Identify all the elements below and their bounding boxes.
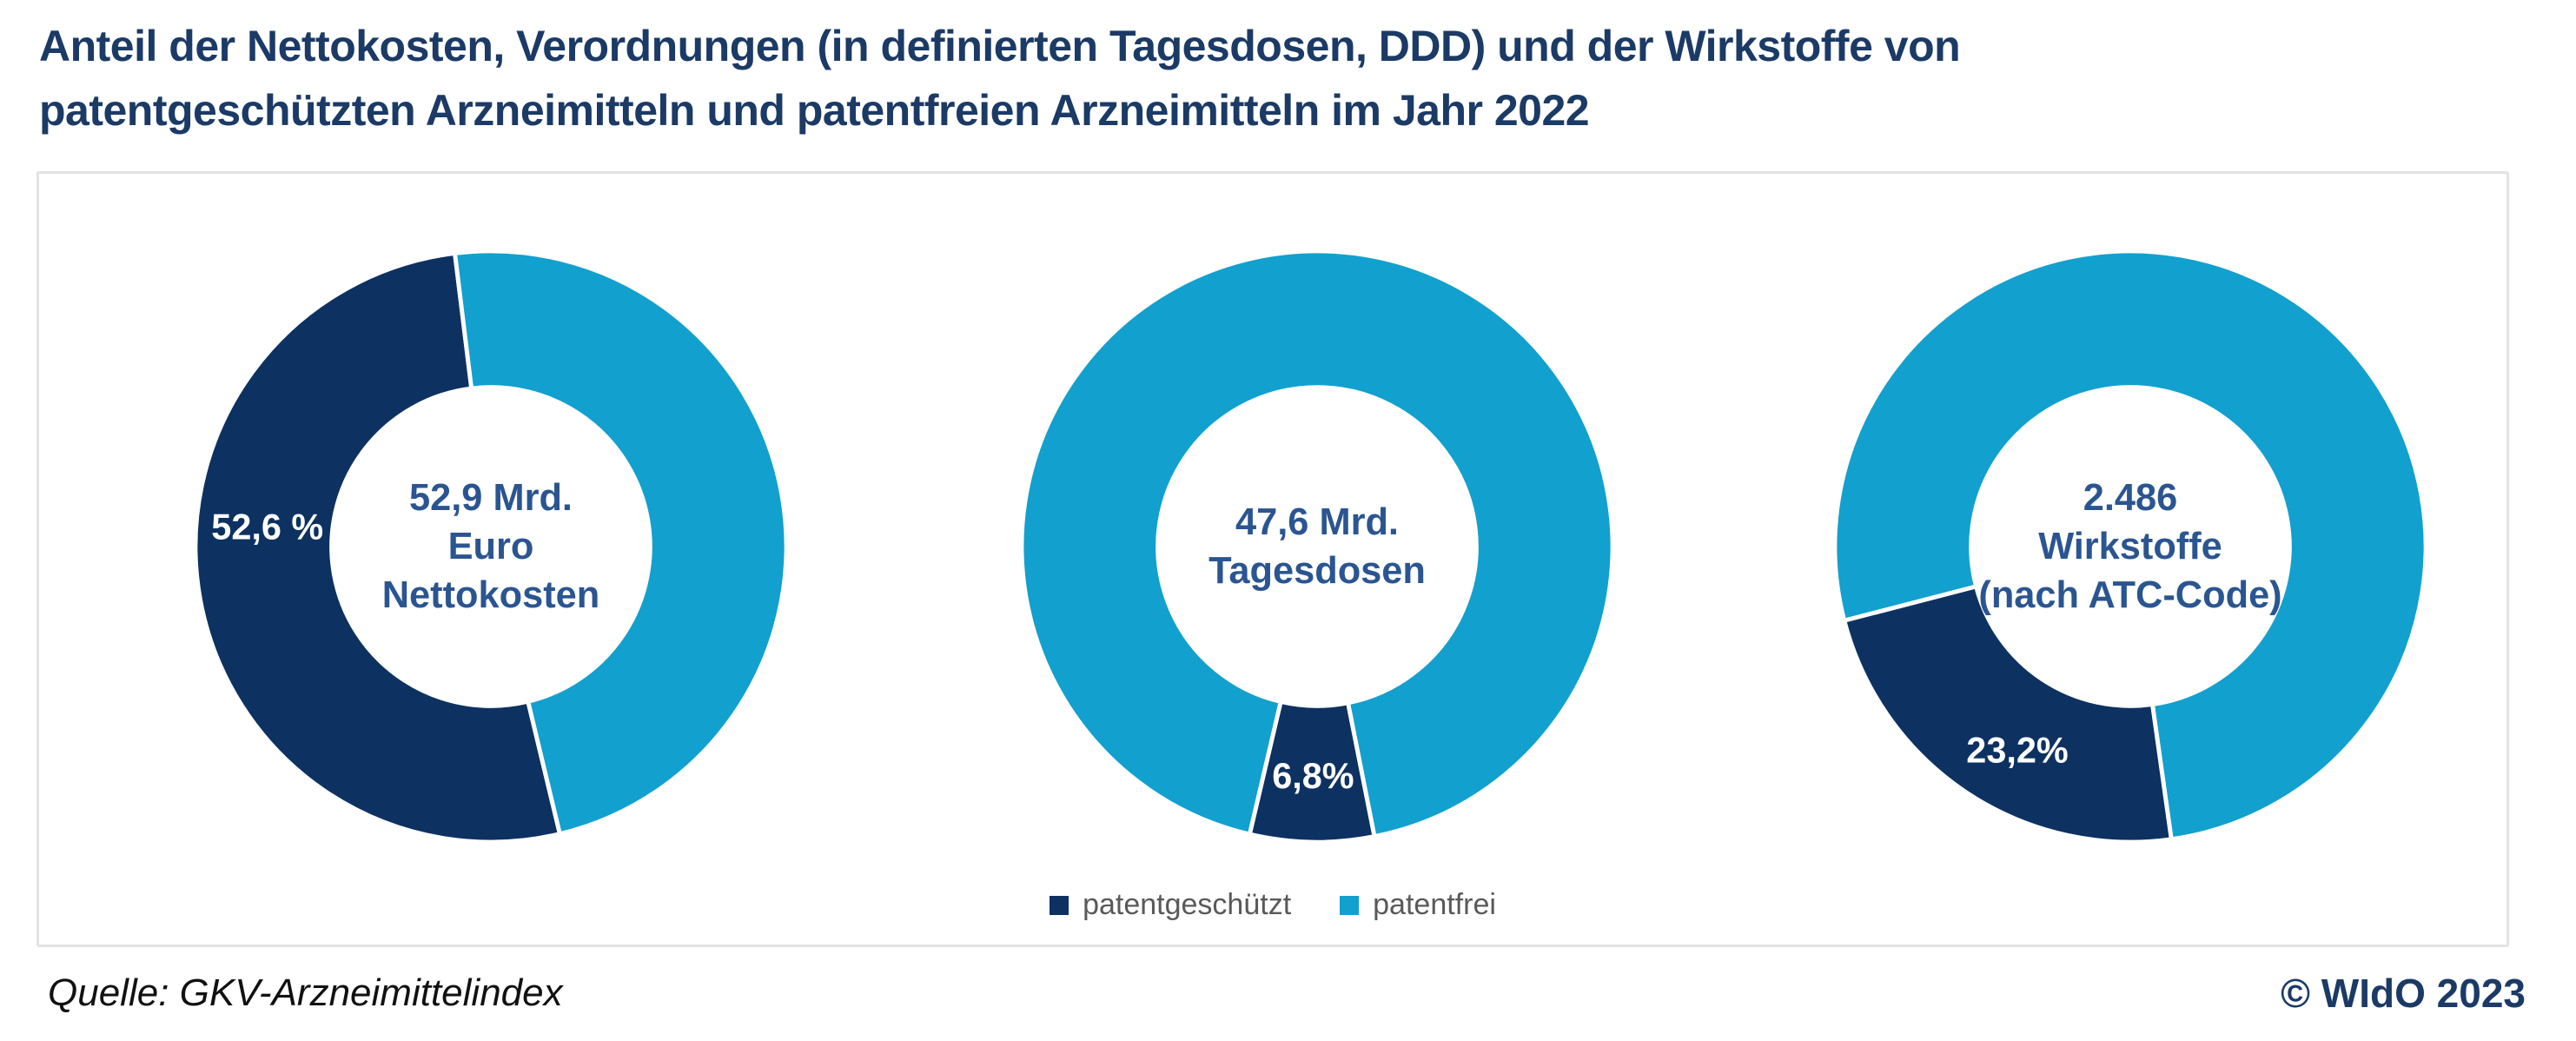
legend-item-patentfrei: patentfrei: [1340, 888, 1496, 922]
copyright-text: © WIdO 2023: [2281, 971, 2526, 1016]
donut-center-label: 2.486 Wirkstoffe (nach ATC-Code): [1978, 477, 2281, 616]
donut-segment-patentfrei: [1019, 249, 1615, 839]
page-title-line-2: patentgeschützten Arzneimitteln und pate…: [39, 86, 1590, 135]
legend: patentgeschützt patentfrei: [39, 888, 2506, 922]
page-title-line-1: Anteil der Nettokosten, Verordnungen (in…: [39, 22, 1961, 70]
donut-segment-patentgeschützt: [193, 250, 563, 845]
donut-segment-patentfrei: [452, 249, 789, 837]
donut-svg-tagesdosen: 6,8% 47,6 Mrd. Tagesdosen: [1019, 249, 1615, 845]
donut-chart-nettokosten: 52,6 % 52,9 Mrd. Euro Nettokosten: [191, 247, 791, 846]
donut-center-label: 52,9 Mrd. Euro Nettokosten: [382, 477, 600, 616]
legend-item-patentgeschuetzt: patentgeschützt: [1050, 888, 1291, 922]
legend-label-patentgeschuetzt: patentgeschützt: [1083, 888, 1292, 921]
donut-chart-wirkstoffe: 23,2% 2.486 Wirkstoffe (nach ATC-Code): [1831, 247, 2430, 846]
legend-swatch-patentfrei-icon: [1340, 895, 1360, 915]
segment-percent-label: 6,8%: [1272, 756, 1354, 796]
donut-svg-nettokosten: 52,6 % 52,9 Mrd. Euro Nettokosten: [193, 249, 789, 845]
legend-swatch-patentgeschuetzt-icon: [1050, 895, 1069, 915]
source-text: Quelle: GKV-Arzneimittelindex: [48, 971, 563, 1014]
donut-segment-patentgeschützt: [1841, 583, 2175, 845]
donut-svg-wirkstoffe: 23,2% 2.486 Wirkstoffe (nach ATC-Code): [1832, 249, 2428, 845]
segment-percent-label: 23,2%: [1966, 731, 2068, 771]
chart-panel: 52,6 % 52,9 Mrd. Euro Nettokosten 6,8% 47,6 …: [36, 171, 2509, 947]
donut-center-label: 47,6 Mrd. Tagesdosen: [1209, 501, 1426, 592]
page-title: Anteil der Nettokosten, Verordnungen (in…: [39, 14, 1961, 143]
segment-percent-label: 52,6 %: [211, 507, 323, 547]
donut-chart-tagesdosen: 6,8% 47,6 Mrd. Tagesdosen: [1017, 247, 1617, 846]
donut-segment-patentfrei: [1832, 249, 2428, 842]
legend-label-patentfrei: patentfrei: [1373, 888, 1496, 921]
